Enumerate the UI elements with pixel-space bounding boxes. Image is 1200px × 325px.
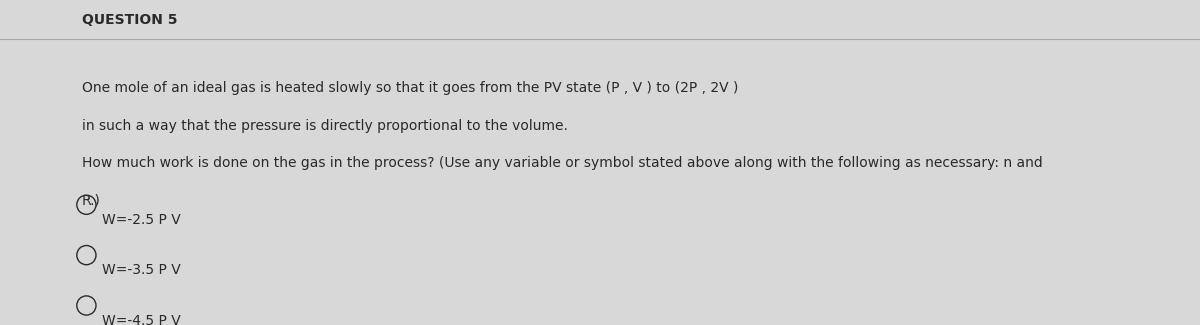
- Text: W=-4.5 P V: W=-4.5 P V: [102, 314, 181, 325]
- Text: W=-3.5 P V: W=-3.5 P V: [102, 263, 181, 277]
- Text: QUESTION 5: QUESTION 5: [82, 13, 178, 27]
- Text: How much work is done on the gas in the process? (Use any variable or symbol sta: How much work is done on the gas in the …: [82, 156, 1043, 170]
- Text: R.): R.): [82, 193, 101, 207]
- Text: W=-2.5 P V: W=-2.5 P V: [102, 213, 181, 227]
- Text: in such a way that the pressure is directly proportional to the volume.: in such a way that the pressure is direc…: [82, 119, 568, 133]
- Text: One mole of an ideal gas is heated slowly so that it goes from the PV state (P ,: One mole of an ideal gas is heated slowl…: [82, 81, 738, 95]
